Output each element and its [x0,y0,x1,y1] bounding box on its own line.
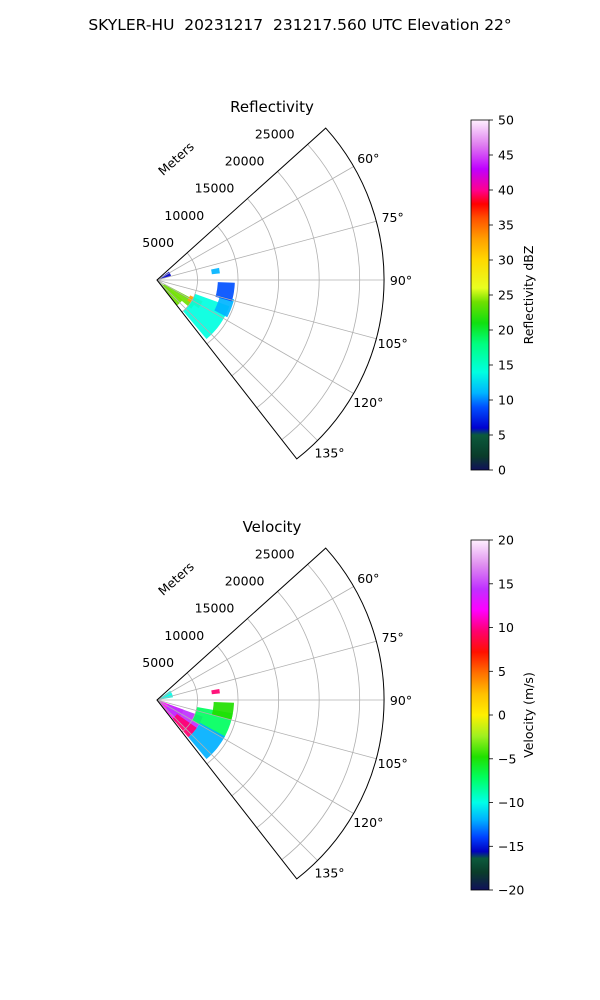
radial-axis-label: Meters [155,559,197,599]
radial-tick-label: 20000 [225,574,265,589]
azimuth-gridline [156,699,354,814]
velocity-panel: Velocity 5000 10000 15000 20000 25000 Meters 60… [142,518,536,898]
azimuth-gridline [156,279,377,340]
azimuth-tick-label: 75° [382,630,404,645]
azimuth-gridline [156,279,318,441]
azimuth-gridline [156,586,354,701]
radial-tick-label: 10000 [164,628,204,643]
echo-layer [158,689,234,759]
radial-tick-label: 20000 [225,154,265,169]
range-ring [281,144,361,441]
colorbar-tick-label: 15 [498,576,514,591]
range-ring [256,171,320,409]
panel-title: Reflectivity [230,98,314,116]
azimuth-tick-label: 75° [382,210,404,225]
range-ring [281,564,361,861]
echo-region [211,702,234,720]
azimuth-gridline [156,166,354,281]
radial-tick-label: 25000 [255,126,295,141]
azimuth-gridline [156,279,354,394]
range-ring [256,591,320,829]
reflectivity-panel: Reflectivity 5000 10000 15000 20000 25000 Mete… [142,98,536,478]
azimuth-tick-label: 90° [390,693,412,708]
colorbar-tick-label: 20 [498,323,514,338]
colorbar-tick-label: −20 [498,883,524,898]
colorbar: 0 5 10 15 20 25 30 35 40 45 50 Reflectivity dBZ [470,113,536,478]
colorbar-scale [470,119,490,471]
colorbar-tick-label: 30 [498,253,514,268]
colorbar-label: Velocity (m/s) [521,672,536,758]
colorbar-scale [470,539,490,891]
echo-region [172,714,197,738]
azimuth-tick-label: 105° [378,756,408,771]
colorbar-tick-label: 40 [498,183,514,198]
sector-frame [156,127,385,460]
range-ring [181,252,198,313]
panel-title: Velocity [243,518,302,536]
colorbar-tick-label: 0 [498,463,506,478]
colorbar-tick-label: 5 [498,664,506,679]
azimuth-tick-label: 60° [357,571,379,586]
radial-tick-label: 25000 [255,546,295,561]
echo-region [211,689,220,695]
polar-grid [156,564,384,861]
colorbar-tick-label: 0 [498,708,506,723]
range-ring [181,672,198,733]
azimuth-tick-label: 105° [378,336,408,351]
colorbar-tick-label: 25 [498,288,514,303]
azimuth-tick-label: 135° [314,446,344,461]
echo-region [214,295,235,318]
radial-axis-label: Meters [155,139,197,179]
colorbar-tick-label: 20 [498,533,514,548]
azimuth-gridline [156,220,377,281]
colorbar-tick-label: −5 [498,751,516,766]
colorbar-label: Reflectivity dBZ [521,246,536,345]
echo-region [188,722,225,759]
azimuth-tick-label: 120° [353,815,383,830]
colorbar-tick-label: 50 [498,113,514,128]
azimuth-gridline [156,699,318,861]
colorbar-tick-label: 35 [498,218,514,233]
range-ring [231,198,280,377]
colorbar-tick-label: 10 [498,620,514,635]
radial-tick-label: 15000 [195,181,235,196]
sector-frame [156,547,385,880]
colorbar-tick-label: −10 [498,795,524,810]
azimuth-tick-label: 135° [314,866,344,881]
colorbar-tick-label: 10 [498,393,514,408]
echo-region [163,283,197,309]
azimuth-tick-label: 120° [353,395,383,410]
colorbar-tick-label: 45 [498,148,514,163]
colorbar-tick-label: 15 [498,358,514,373]
echo-region [211,267,220,275]
colorbar-tick-label: −15 [498,839,524,854]
azimuth-tick-label: 90° [390,273,412,288]
colorbar-tick-label: 5 [498,428,506,443]
polar-grid [156,144,384,441]
azimuth-gridline [156,640,377,701]
radial-tick-label: 5000 [142,655,174,670]
colorbar: −20 −15 −10 −5 0 5 10 15 20 Velocity (m/s) [470,533,536,898]
radial-tick-label: 5000 [142,235,174,250]
echo-layer [158,267,235,339]
radial-tick-label: 15000 [195,601,235,616]
figure-title: SKYLER-HU 20231217 231217.560 UTC Elevat… [88,16,512,34]
azimuth-gridline [156,699,377,760]
azimuth-tick-label: 60° [357,151,379,166]
radial-tick-label: 10000 [164,208,204,223]
range-ring [231,618,280,797]
